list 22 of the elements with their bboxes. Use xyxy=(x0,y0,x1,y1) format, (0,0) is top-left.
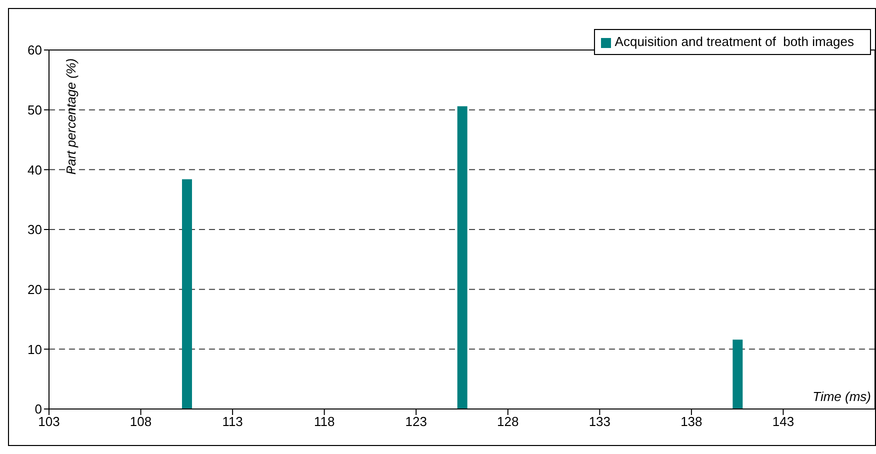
x-axis-title: Time (ms) xyxy=(812,389,871,404)
x-tick-label: 143 xyxy=(772,414,794,430)
y-tick-label: 0 xyxy=(34,402,42,417)
y-tick-label: 10 xyxy=(28,342,42,357)
bar xyxy=(182,179,192,409)
y-axis-title: Part percentage (%) xyxy=(64,58,78,174)
bar xyxy=(457,106,468,409)
y-tick-label: 30 xyxy=(28,222,42,238)
x-tick-label: 103 xyxy=(38,414,60,430)
x-tick-label: 128 xyxy=(497,414,519,430)
x-tick-label: 118 xyxy=(314,414,335,430)
x-tick-label: 108 xyxy=(130,414,152,430)
bar xyxy=(732,340,743,409)
y-tick-label: 50 xyxy=(28,102,42,118)
x-tick-label: 113 xyxy=(222,414,243,430)
legend-label: Acquisition and treatment of both images xyxy=(614,34,854,49)
x-tick-label: 123 xyxy=(405,414,427,430)
y-tick-label: 60 xyxy=(28,42,42,58)
x-tick-label: 133 xyxy=(588,414,611,430)
y-tick-label: 20 xyxy=(28,282,42,297)
x-tick-label: 138 xyxy=(680,414,702,430)
y-tick-label: 40 xyxy=(28,162,42,178)
